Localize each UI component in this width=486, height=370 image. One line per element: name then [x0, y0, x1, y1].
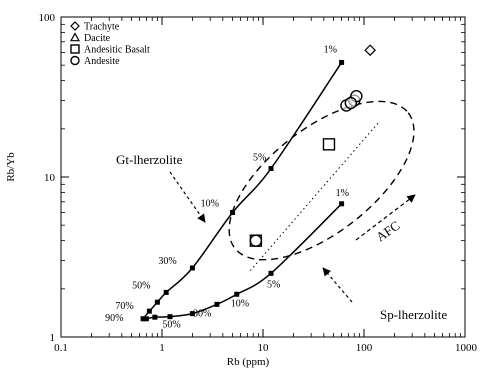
legend-dacite-label: Dacite: [84, 33, 111, 44]
legend-trachyte-label: Trachyte: [84, 22, 120, 33]
curve-node: [339, 201, 345, 207]
sample-points: [249, 44, 376, 247]
legend-andesite-marker: [70, 55, 80, 66]
percent-label: 50%: [132, 280, 150, 291]
legend-andesitic-basalt-marker: [70, 44, 80, 54]
gt-lherzolite-arrow: [169, 171, 206, 223]
x-tick-label: 100: [356, 342, 373, 354]
curve-node: [152, 314, 158, 320]
curve-node: [140, 316, 146, 322]
percent-label: 1%: [336, 188, 349, 199]
legend-trachyte-marker: [70, 21, 80, 31]
curve-node: [214, 301, 220, 307]
sample-field: [228, 100, 415, 271]
legend-dacite-marker: [69, 32, 81, 42]
curve-node: [268, 270, 274, 276]
afc-arrow: [355, 194, 416, 241]
andesite-point: [344, 96, 357, 110]
curve-node: [230, 209, 236, 215]
sp-lherzolite-arrow: [322, 267, 353, 303]
curve-node: [154, 299, 160, 305]
y-tick-label: 1: [50, 332, 56, 344]
x-tick-label: 0.1: [54, 342, 68, 354]
trachyte-point: [364, 44, 376, 57]
legend-andesite-label: Andesite: [84, 56, 120, 67]
x-tick-label: 10: [258, 342, 270, 354]
dotted-trend-line: [250, 121, 380, 271]
percent-label: 50%: [162, 320, 180, 331]
sp-lherzolite-label: Sp-lherzolite: [380, 307, 447, 322]
percent-label: 30%: [158, 256, 176, 267]
gt-lherzolite-label: Gt-lherzolite: [116, 152, 183, 167]
curve-node: [143, 316, 149, 322]
percent-label: 90%: [105, 313, 123, 324]
percent-label: 1%: [324, 44, 337, 55]
curve-node: [189, 311, 195, 317]
curve-labels: 90%70% 50% 30% 10% 5% 1% 50% 30% 10% 5% 1% Gt-lherz…: [105, 44, 447, 330]
percent-label: 30%: [193, 308, 211, 319]
curve-node: [234, 291, 240, 297]
y-axis-label: Rb/Yb: [5, 152, 17, 182]
dashed-field: [228, 100, 415, 261]
plot-border: [60, 16, 466, 338]
y-tick-label: 10: [44, 172, 56, 184]
annotation-arrows: [169, 171, 416, 303]
percent-label: 70%: [115, 301, 133, 312]
curve-node: [339, 59, 345, 65]
percent-label: 10%: [201, 198, 219, 209]
x-tick-label: 1000: [455, 342, 478, 354]
curve-node: [268, 166, 274, 172]
x-axis-label: Rb (ppm): [227, 356, 270, 368]
curve-node: [146, 308, 152, 314]
andesite-point: [249, 234, 263, 247]
curve-node: [167, 314, 173, 320]
percent-label: 5%: [253, 153, 266, 164]
curve-node: [189, 265, 195, 271]
y-tick-label: 100: [39, 12, 56, 24]
andesitic-basalt-point: [322, 138, 336, 151]
percent-label: 5%: [267, 279, 280, 290]
x-tick-label: 1: [159, 342, 165, 354]
legend-andesitic-basalt-label: Andesitic Basalt: [84, 45, 150, 56]
curve-node: [163, 289, 169, 295]
percent-label: 10%: [231, 298, 249, 309]
plot-frame: [60, 16, 466, 338]
melting-curves: [140, 59, 345, 322]
afc-label: AFC: [373, 218, 402, 245]
